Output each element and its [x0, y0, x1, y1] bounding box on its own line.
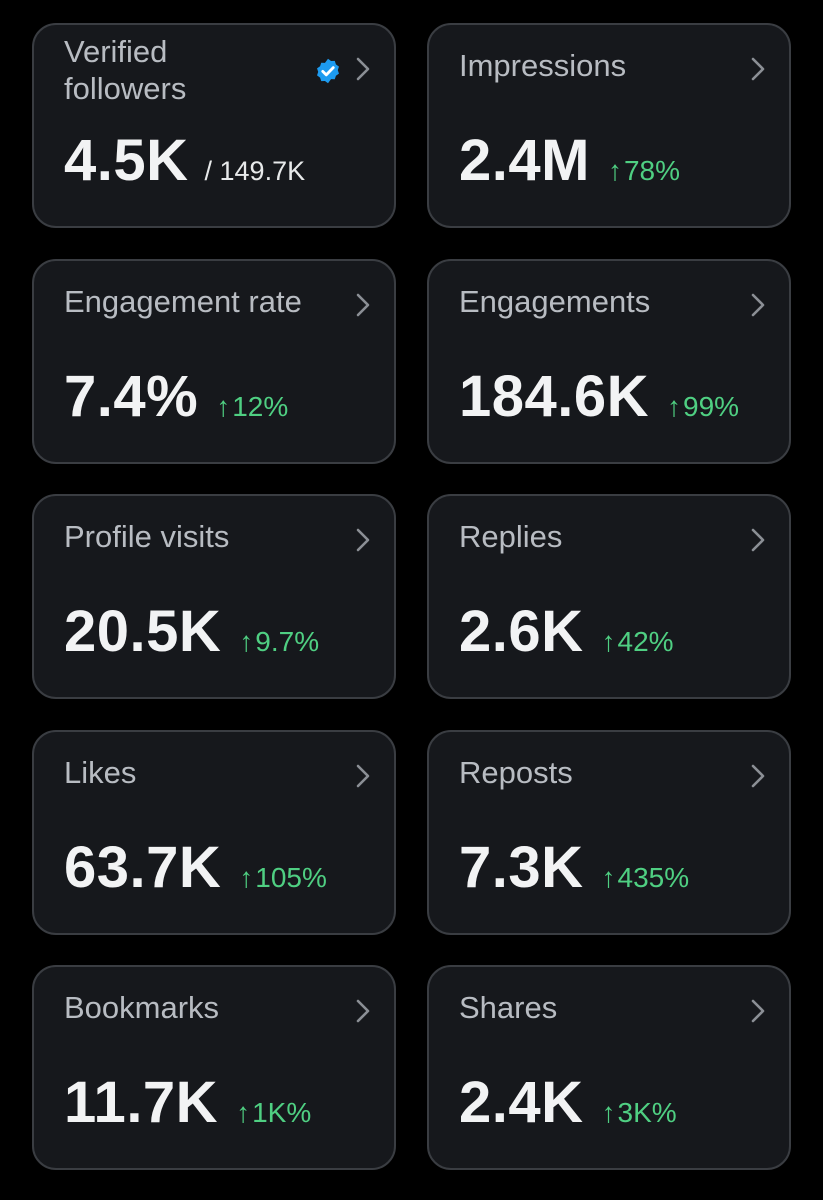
metric-value: 20.5K [64, 599, 222, 664]
verified-badge-icon [317, 58, 339, 84]
metric-change: ↑ 9.7% [239, 626, 319, 658]
card-replies[interactable]: Replies 2.6K ↑ 42% [427, 494, 791, 699]
up-arrow-icon: ↑ [667, 391, 682, 422]
chevron-right-icon [751, 293, 765, 317]
metric-row: 7.4% ↑ 12% [64, 363, 288, 429]
card-engagements[interactable]: Engagements 184.6K ↑ 99% [427, 259, 791, 464]
card-likes[interactable]: Likes 63.7K ↑ 105% [32, 730, 396, 935]
change-percent: 78% [623, 155, 680, 186]
metric-row: 4.5K / 149.7K [64, 127, 306, 193]
chevron-right-icon [356, 999, 370, 1023]
card-label: Impressions [459, 48, 627, 83]
card-label: Likes [64, 755, 137, 790]
metric-row: 7.3K ↑ 435% [459, 834, 690, 900]
metric-value: 7.3K [459, 835, 584, 900]
metric-row: 20.5K ↑ 9.7% [64, 598, 319, 664]
metric-change: ↑ 105% [239, 862, 327, 894]
card-shares[interactable]: Shares 2.4K ↑ 3K% [427, 965, 791, 1170]
card-engagement-rate[interactable]: Engagement rate 7.4% ↑ 12% [32, 259, 396, 464]
up-arrow-icon: ↑ [601, 1097, 616, 1128]
metric-value: 2.6K [459, 599, 584, 664]
up-arrow-icon: ↑ [607, 155, 622, 186]
chevron-right-icon [356, 293, 370, 317]
chevron-right-icon [751, 999, 765, 1023]
metric-change: ↑ 12% [216, 391, 288, 423]
card-label: Engagement rate [64, 284, 302, 319]
metric-row: 11.7K ↑ 1K% [64, 1069, 311, 1135]
change-percent: 3K% [617, 1097, 677, 1128]
card-label: Verified followers [64, 34, 187, 106]
chevron-right-icon [356, 764, 370, 788]
up-arrow-icon: ↑ [601, 626, 616, 657]
metric-value: 11.7K [64, 1070, 219, 1135]
metric-change: ↑ 78% [608, 155, 680, 187]
metric-change: ↑ 99% [667, 391, 739, 423]
card-profile-visits[interactable]: Profile visits 20.5K ↑ 9.7% [32, 494, 396, 699]
change-percent: 1K% [252, 1097, 312, 1128]
up-arrow-icon: ↑ [601, 862, 616, 893]
metric-value: 4.5K [64, 128, 189, 193]
change-percent: 9.7% [255, 626, 320, 657]
change-percent: 42% [617, 626, 674, 657]
metric-row: 2.6K ↑ 42% [459, 598, 674, 664]
metric-change: ↑ 3K% [602, 1097, 677, 1129]
metric-total: / 149.7K [204, 156, 306, 186]
change-percent: 12% [232, 391, 289, 422]
metric-value: 184.6K [459, 364, 650, 429]
card-bookmarks[interactable]: Bookmarks 11.7K ↑ 1K% [32, 965, 396, 1170]
metric-value: 63.7K [64, 835, 222, 900]
card-reposts[interactable]: Reposts 7.3K ↑ 435% [427, 730, 791, 935]
metric-row: 2.4K ↑ 3K% [459, 1069, 677, 1135]
metric-change: ↑ 1K% [236, 1097, 311, 1129]
chevron-right-icon [356, 528, 370, 552]
chevron-right-icon [751, 57, 765, 81]
metric-row: 2.4M ↑ 78% [459, 127, 680, 193]
metric-change: ↑ 42% [602, 626, 674, 658]
chevron-right-icon [751, 764, 765, 788]
chevron-right-icon [356, 57, 370, 81]
metric-row: 63.7K ↑ 105% [64, 834, 327, 900]
up-arrow-icon: ↑ [236, 1097, 251, 1128]
metric-row: 184.6K ↑ 99% [459, 363, 739, 429]
metric-value: 2.4M [459, 128, 590, 193]
card-label: Bookmarks [64, 990, 220, 1025]
card-impressions[interactable]: Impressions 2.4M ↑ 78% [427, 23, 791, 228]
card-label: Replies [459, 519, 563, 554]
up-arrow-icon: ↑ [216, 391, 231, 422]
change-percent: 105% [255, 862, 327, 893]
metric-value: 7.4% [64, 364, 199, 429]
metric-value: 2.4K [459, 1070, 584, 1135]
change-percent: 435% [617, 862, 690, 893]
chevron-right-icon [751, 528, 765, 552]
metric-change: ↑ 435% [602, 862, 690, 894]
card-label: Reposts [459, 755, 573, 790]
up-arrow-icon: ↑ [239, 862, 254, 893]
card-verified-followers[interactable]: Verified followers 4.5K / 149.7K [32, 23, 396, 228]
up-arrow-icon: ↑ [239, 626, 254, 657]
card-label: Profile visits [64, 519, 230, 554]
change-percent: 99% [683, 391, 740, 422]
card-label: Engagements [459, 284, 651, 319]
card-label: Shares [459, 990, 558, 1025]
